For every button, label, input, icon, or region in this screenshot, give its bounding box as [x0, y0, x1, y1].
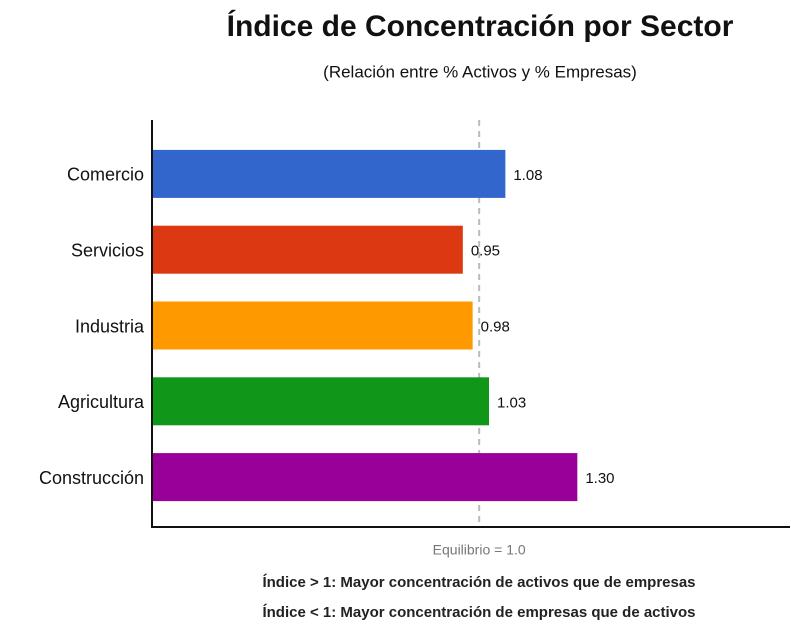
y-tick-label: Comercio	[67, 165, 144, 185]
bar	[152, 377, 489, 426]
y-tick-label: Construcción	[39, 468, 144, 488]
y-tick-label: Agricultura	[58, 392, 145, 412]
bar	[152, 301, 473, 350]
bar	[152, 453, 578, 502]
value-label: 1.03	[497, 394, 526, 411]
note: Índice < 1: Mayor concentración de empre…	[262, 604, 695, 621]
reference-label: Equilibrio = 1.0	[433, 542, 526, 558]
chart-subtitle: (Relación entre % Activos y % Empresas)	[323, 62, 637, 81]
bar	[152, 149, 506, 198]
value-label: 1.08	[513, 167, 542, 184]
value-label: 0.98	[481, 318, 510, 335]
note: Índice > 1: Mayor concentración de activ…	[262, 574, 695, 591]
value-label: 0.95	[471, 243, 500, 260]
y-tick-label: Industria	[75, 316, 145, 336]
value-label: 1.30	[585, 470, 614, 487]
y-tick-label: Servicios	[71, 240, 144, 260]
bar	[152, 225, 463, 274]
chart-title: Índice de Concentración por Sector	[227, 9, 734, 43]
